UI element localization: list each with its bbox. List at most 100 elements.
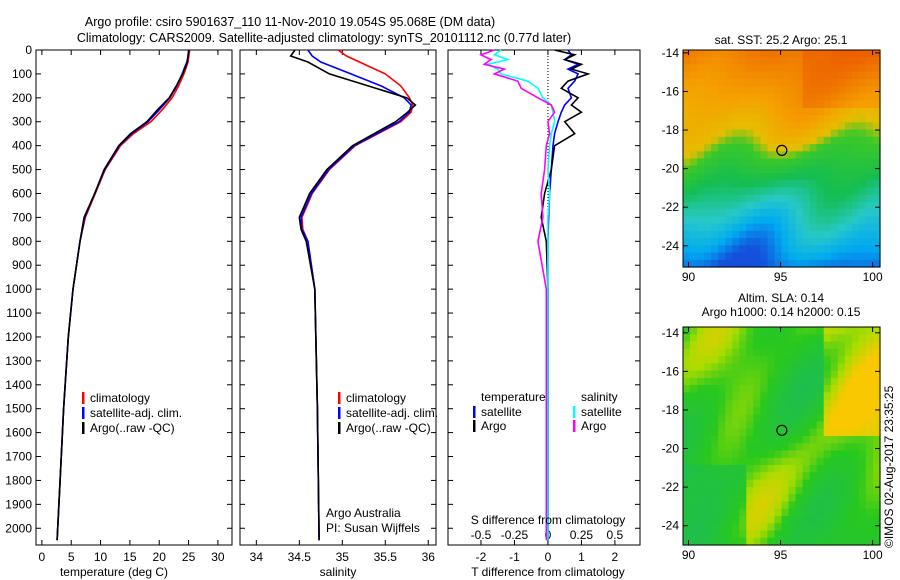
map-cell: [753, 245, 761, 254]
sla-map-subtitle: Argo h1000: 0.14 h2000: 0.15: [702, 305, 861, 319]
map-cell: [873, 223, 881, 232]
map-cell: [851, 392, 860, 401]
map-cell: [795, 259, 804, 268]
map-cell: [725, 151, 733, 160]
map-cell: [739, 443, 747, 452]
map-cell: [858, 194, 867, 203]
map-cell: [711, 259, 719, 268]
map-cell: [683, 377, 691, 386]
map-cell: [683, 57, 691, 65]
map-cell: [844, 494, 853, 502]
map-cell: [711, 245, 719, 254]
map-cell: [844, 530, 853, 539]
map-cell: [732, 530, 740, 539]
map-cell: [844, 180, 853, 188]
map-cell: [718, 457, 726, 466]
map-cell: [697, 136, 705, 145]
map-cell: [851, 187, 860, 196]
map-cell: [795, 115, 804, 123]
map-cell: [718, 216, 726, 225]
map-cell: [802, 259, 811, 268]
map-cell: [873, 187, 881, 196]
y-tick-label: 1000: [5, 282, 32, 296]
map-cell: [865, 122, 874, 131]
map-cell: [753, 370, 761, 379]
map-cell: [753, 348, 761, 357]
map-cell: [809, 180, 818, 188]
map-cell: [725, 64, 733, 73]
map-cell: [816, 450, 825, 459]
map-cell: [774, 201, 783, 210]
map-cell: [739, 100, 747, 109]
map-cell: [711, 187, 719, 196]
map-cell: [809, 523, 818, 532]
map-cell: [816, 71, 825, 80]
y-tick-label: 1700: [5, 450, 32, 464]
map-cell: [788, 194, 797, 203]
map-cell: [858, 209, 867, 217]
map-cell: [873, 71, 881, 80]
map-cell: [851, 537, 860, 546]
map-cell: [697, 245, 705, 254]
map-cell: [830, 107, 839, 116]
map-cell: [753, 144, 761, 152]
map-cell: [809, 86, 818, 94]
map-cell: [746, 245, 754, 254]
map-cell: [753, 421, 761, 430]
map-cell: [802, 486, 811, 495]
map-cell: [746, 457, 754, 466]
map-cell: [816, 363, 825, 372]
map-cell: [795, 428, 804, 437]
map-cell: [746, 187, 754, 196]
map-cell: [788, 377, 797, 386]
map-cell: [739, 428, 747, 437]
map-cell: [858, 201, 867, 210]
map-cell: [767, 370, 775, 379]
map-cell: [858, 223, 867, 232]
map-cell: [746, 194, 754, 203]
map-cell: [774, 377, 783, 386]
map-cell: [718, 348, 726, 357]
map-cell: [837, 421, 846, 430]
map-cell: [683, 86, 691, 94]
legend-label: satellite-adj. clim.: [90, 406, 182, 420]
map-cell: [873, 115, 881, 123]
map-cell: [851, 107, 860, 116]
map-cell: [851, 348, 860, 357]
copyright-label: ©IMOS 02-Aug-2017 23:35:25: [882, 385, 896, 548]
map-cell: [802, 252, 811, 261]
map-cell: [851, 377, 860, 386]
map-cell: [865, 209, 874, 217]
map-cell: [781, 259, 790, 268]
map-frame: [682, 49, 881, 268]
map-cell: [788, 486, 797, 495]
map-cell: [781, 194, 790, 203]
map-cell: [809, 136, 818, 145]
map-cell: [753, 443, 761, 452]
map-cell: [683, 472, 691, 481]
sst-map: 90 95 100-14-16-18-20-22-24: [662, 46, 883, 284]
map-cell: [753, 136, 761, 145]
s-tick-label: -0.5: [471, 528, 492, 542]
map-cell: [809, 93, 818, 102]
map-cell: [753, 356, 761, 364]
map-cell: [781, 136, 790, 145]
map-cell: [774, 100, 783, 109]
map-cell: [711, 363, 719, 372]
map-cell: [823, 71, 832, 80]
map-cell: [781, 165, 790, 174]
map-cell: [802, 501, 811, 510]
map-cell: [865, 399, 874, 408]
map-cell: [865, 93, 874, 102]
map-cell: [851, 501, 860, 510]
map-cell: [788, 341, 797, 350]
map-cell: [725, 107, 733, 116]
map-cell: [774, 245, 783, 254]
map-cell: [865, 501, 874, 510]
map-cell: [816, 122, 825, 131]
map-cell: [739, 508, 747, 517]
map-cell: [837, 392, 846, 401]
map-cell: [732, 523, 740, 532]
map-cell: [767, 209, 775, 217]
lon-tick-label: 95: [774, 270, 788, 284]
